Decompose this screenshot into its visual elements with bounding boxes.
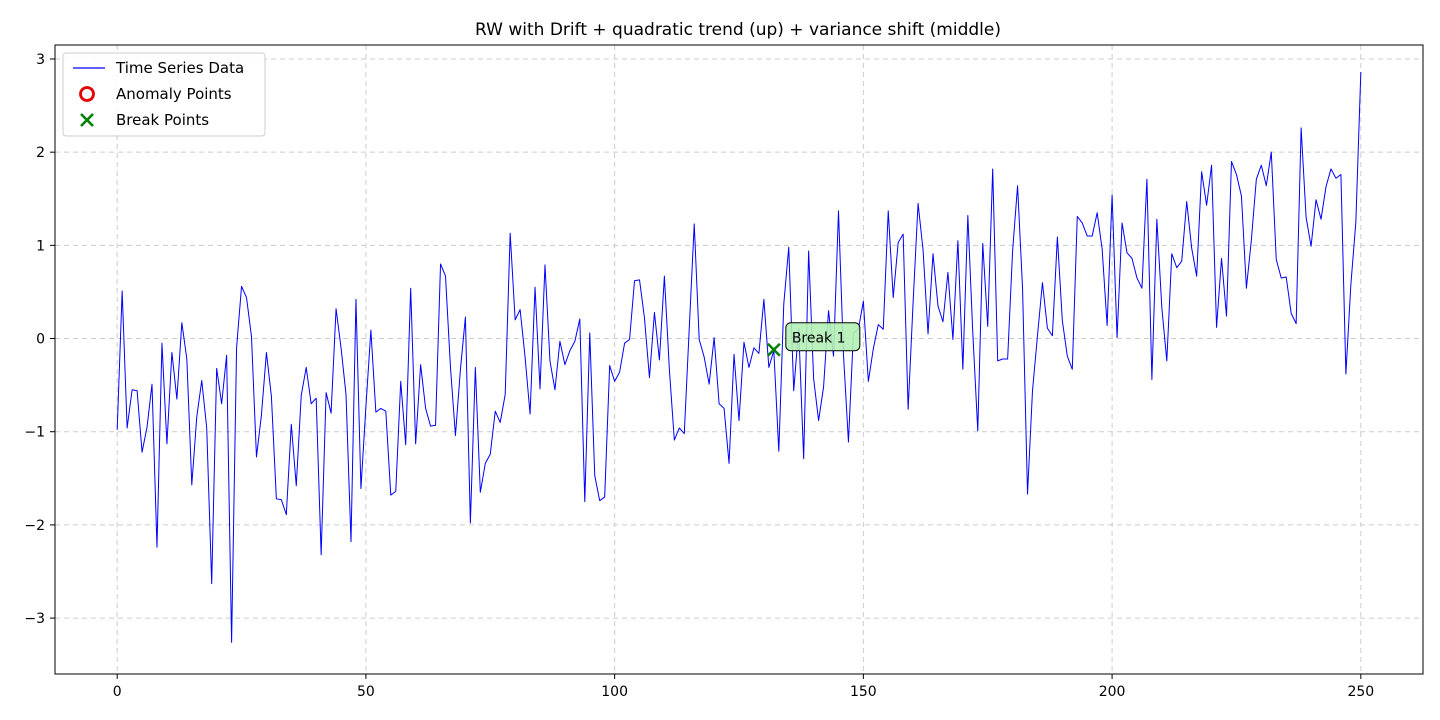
break-points-group	[766, 342, 781, 357]
y-tick-label: 2	[36, 145, 45, 161]
annotations-group: Break 1	[785, 322, 861, 352]
legend-circle-swatch	[79, 86, 95, 102]
y-tick-label: −2	[24, 518, 45, 534]
series-group	[116, 72, 1362, 643]
y-tick-label: 0	[36, 332, 45, 348]
y-tick-label: −1	[24, 425, 45, 441]
y-tick-label: 1	[36, 238, 45, 254]
y-axis-ticks: −3 −2 −1 0 1 2 3	[24, 52, 55, 627]
break-point-marker	[766, 342, 781, 357]
legend-item: Anomaly Points	[79, 85, 232, 103]
break-point-stroke	[766, 342, 781, 357]
x-tick-label: 0	[113, 684, 122, 700]
legend-label: Anomaly Points	[116, 85, 232, 103]
x-tick-label: 250	[1347, 684, 1374, 700]
legend-item: Time Series Data	[73, 59, 244, 77]
x-tick-label: 50	[357, 684, 375, 700]
x-tick-label: 150	[850, 684, 877, 700]
legend-item: Break Points	[80, 111, 209, 129]
y-tick-label: 3	[36, 52, 45, 68]
legend-box	[62, 52, 266, 137]
series-line	[116, 72, 1362, 643]
legend: Time Series Data Anomaly Points Break Poin…	[62, 52, 266, 137]
grid-lines	[55, 45, 1423, 674]
annotation-break: Break 1	[785, 322, 861, 352]
x-tick-label: 100	[601, 684, 628, 700]
y-tick-label: −3	[24, 611, 45, 627]
annotation-box	[785, 322, 861, 352]
plot-frame	[54, 44, 1424, 675]
legend-label: Time Series Data	[115, 59, 244, 77]
chart-title: RW with Drift + quadratic trend (up) + v…	[475, 20, 1001, 40]
legend-label: Break Points	[116, 111, 209, 129]
x-axis-ticks: 0 50 100 150 200 250	[113, 674, 1374, 700]
x-tick-label: 200	[1099, 684, 1126, 700]
annotation-label: Break 1	[792, 331, 846, 347]
legend-x-swatch	[80, 113, 94, 127]
